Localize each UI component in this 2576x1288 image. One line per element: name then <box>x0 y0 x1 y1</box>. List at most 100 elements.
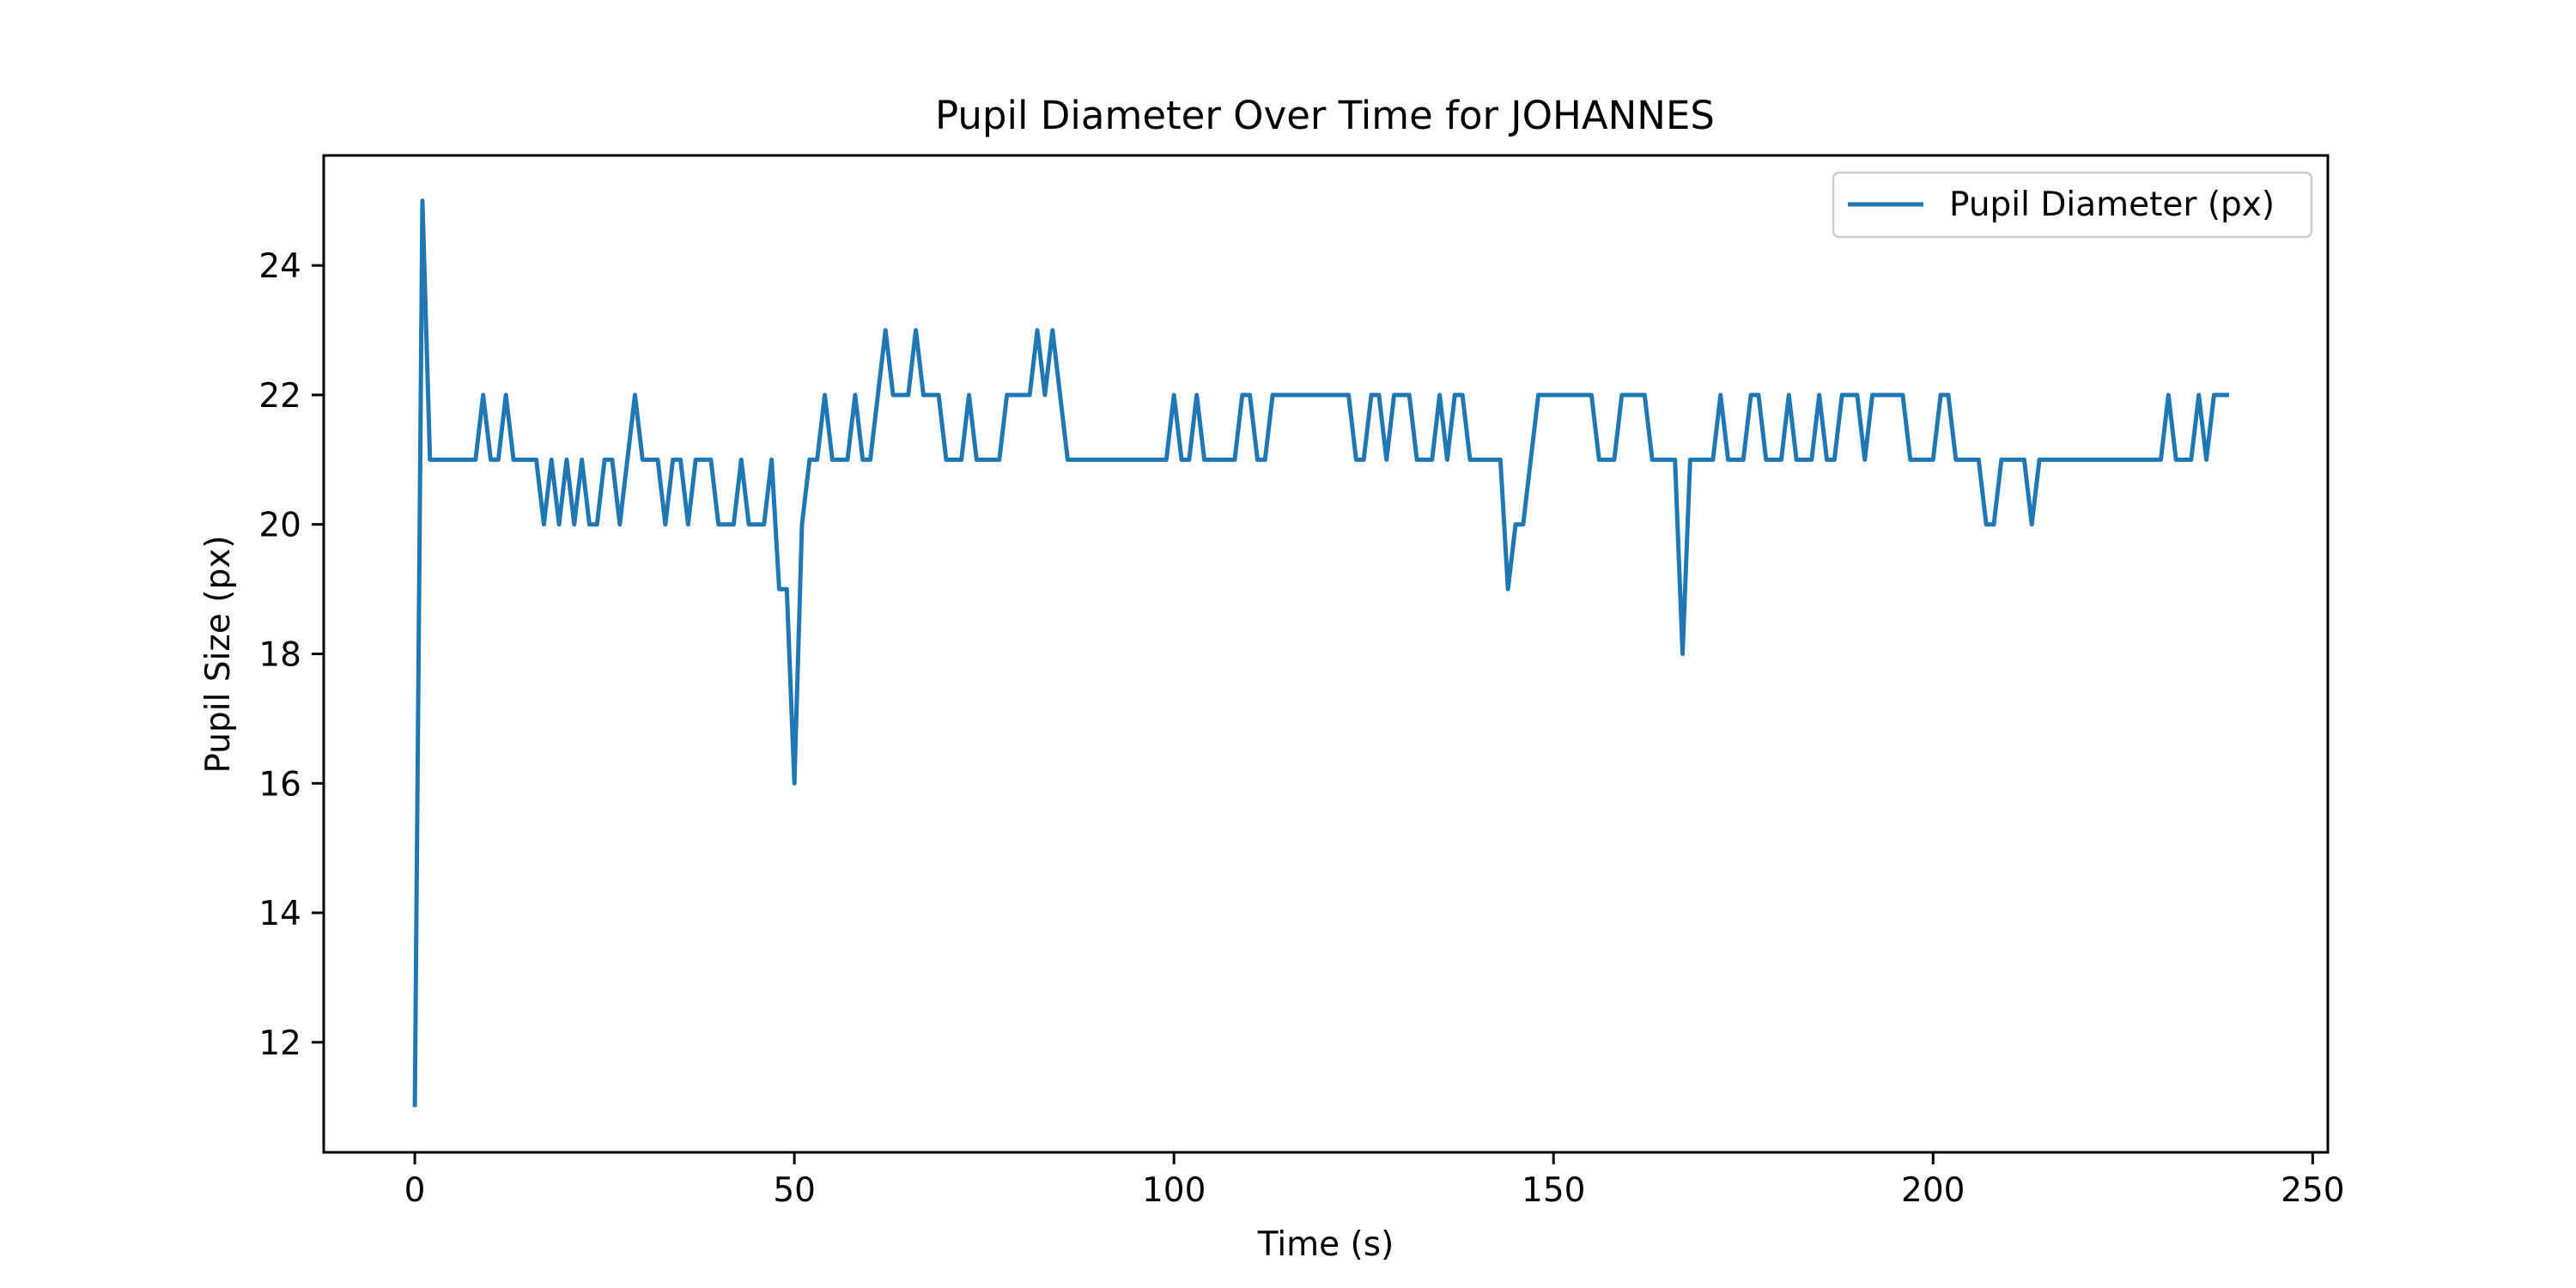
data-point <box>1826 458 1829 461</box>
data-point <box>1210 458 1213 461</box>
data-point <box>580 458 584 461</box>
data-point <box>1939 393 1942 397</box>
data-point <box>982 458 986 461</box>
data-point <box>960 458 963 461</box>
data-point <box>1779 458 1783 461</box>
y-tick-label: 12 <box>258 1024 301 1063</box>
data-point <box>1294 393 1297 397</box>
data-point <box>1650 458 1654 461</box>
data-point <box>557 523 561 526</box>
data-point <box>1795 458 1798 461</box>
x-axis: 0 50 100 150 200 250 <box>404 1152 2345 1210</box>
data-point <box>626 458 629 461</box>
data-point <box>2053 458 2057 461</box>
data-point <box>2205 458 2208 461</box>
data-point <box>1537 393 1540 397</box>
data-point <box>1832 458 1836 461</box>
data-point <box>1119 458 1122 461</box>
data-point <box>1195 393 1199 397</box>
data-point <box>1051 329 1054 332</box>
data-point <box>2075 458 2079 461</box>
data-point <box>1848 393 1851 397</box>
data-point <box>2121 458 2124 461</box>
data-point <box>1863 458 1867 461</box>
data-point <box>1415 458 1419 461</box>
data-point <box>1377 393 1381 397</box>
data-point <box>1886 393 1889 397</box>
data-point <box>2030 523 2033 526</box>
data-point <box>2008 458 2011 461</box>
y-tick-label: 14 <box>258 895 301 933</box>
data-point <box>2068 458 2071 461</box>
data-point <box>1810 458 1814 461</box>
data-point <box>1643 393 1646 397</box>
data-point <box>2083 458 2087 461</box>
data-point <box>1111 458 1115 461</box>
data-point <box>641 458 644 461</box>
data-point <box>1172 393 1176 397</box>
data-point <box>1324 393 1327 397</box>
data-point <box>2038 458 2041 461</box>
data-point <box>2000 458 2003 461</box>
data-point <box>1917 458 1920 461</box>
data-point <box>1901 393 1905 397</box>
data-point <box>869 458 872 461</box>
data-point <box>1704 458 1707 461</box>
data-point <box>945 458 948 461</box>
data-point <box>489 458 493 461</box>
data-point <box>482 393 485 397</box>
data-point <box>1104 458 1108 461</box>
data-point <box>1696 458 1699 461</box>
data-point <box>421 199 424 203</box>
data-point <box>443 458 447 461</box>
data-point <box>527 458 531 461</box>
x-tick-label: 250 <box>2281 1171 2344 1210</box>
data-point <box>1969 458 1972 461</box>
data-point <box>838 458 841 461</box>
data-point <box>709 458 713 461</box>
data-point <box>694 458 697 461</box>
data-point <box>1681 653 1685 656</box>
data-point <box>1514 523 1517 526</box>
chart-title: Pupil Diameter Over Time for JOHANNES <box>935 93 1715 138</box>
data-point <box>1765 458 1768 461</box>
data-point <box>1772 458 1776 461</box>
data-point <box>671 458 675 461</box>
data-point <box>1492 458 1495 461</box>
data-point <box>2106 458 2110 461</box>
data-point <box>2182 458 2185 461</box>
data-point <box>990 458 993 461</box>
data-point <box>921 393 925 397</box>
data-point <box>1544 393 1547 397</box>
data-point <box>1081 458 1084 461</box>
data-point <box>1354 458 1358 461</box>
data-point <box>2136 458 2140 461</box>
data-point <box>899 393 902 397</box>
data-point <box>2166 393 2170 397</box>
data-point <box>1856 393 1859 397</box>
data-point <box>648 458 652 461</box>
y-tick-label: 22 <box>258 377 301 416</box>
data-point <box>830 458 834 461</box>
plot-area <box>412 198 2230 1108</box>
data-point <box>535 458 538 461</box>
data-point <box>1909 458 1912 461</box>
data-point <box>2129 458 2132 461</box>
data-point <box>762 523 766 526</box>
legend-label: Pupil Diameter (px) <box>1949 185 2275 224</box>
data-point <box>1249 393 1252 397</box>
y-axis: 12 14 16 18 20 22 24 <box>258 247 324 1063</box>
data-point <box>1225 458 1229 461</box>
data-point <box>702 458 705 461</box>
data-point <box>793 781 796 785</box>
data-point <box>1741 458 1745 461</box>
data-point <box>1241 393 1244 397</box>
data-point <box>1583 393 1586 397</box>
data-point <box>1332 393 1335 397</box>
data-point <box>1461 393 1464 397</box>
data-point <box>1157 458 1161 461</box>
data-point <box>1407 393 1411 397</box>
data-point <box>436 458 440 461</box>
data-point <box>846 458 849 461</box>
